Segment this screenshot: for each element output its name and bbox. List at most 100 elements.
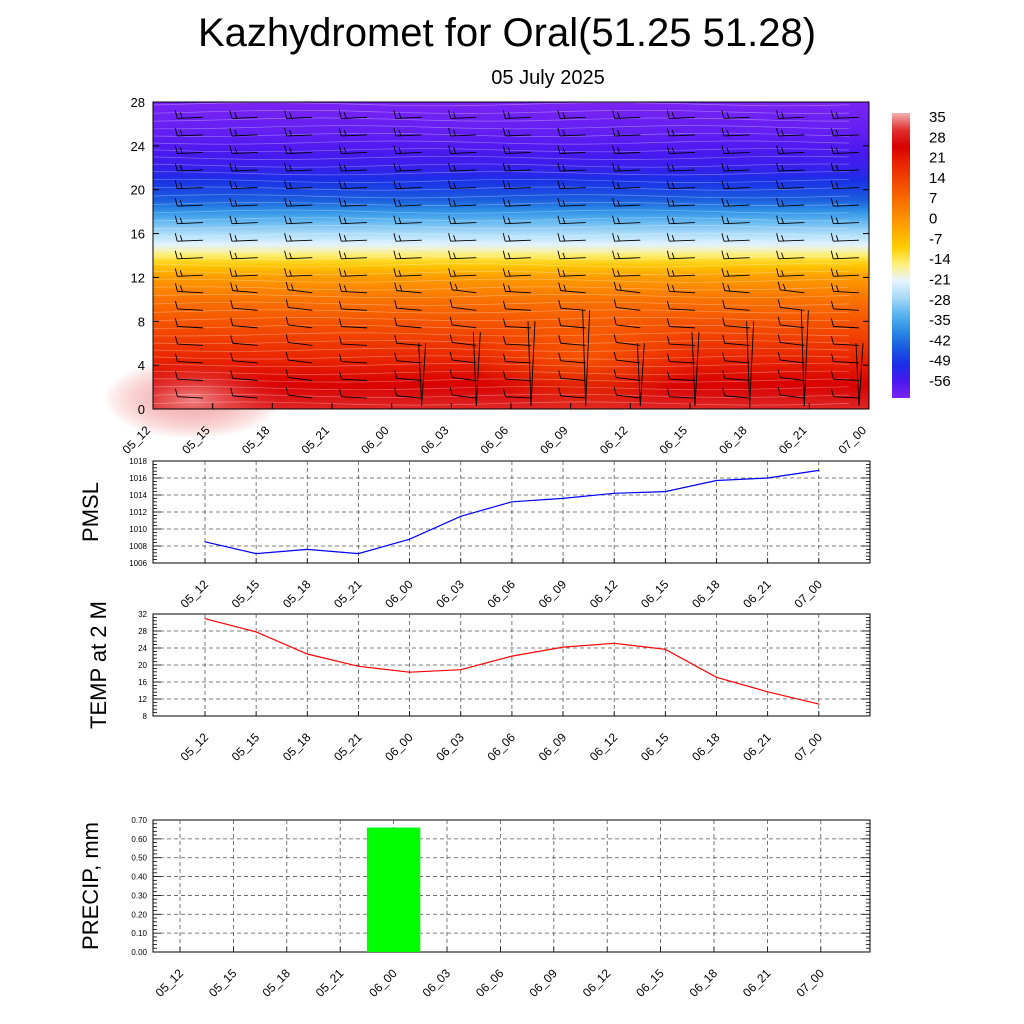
wind-barb-feather: [726, 235, 730, 242]
wind-barb: [396, 342, 422, 346]
wind-barb-feather: [179, 270, 183, 277]
wind-barb-feather: [393, 233, 397, 242]
wind-barb-feather: [502, 215, 506, 224]
x-tick-label: 06_21: [740, 577, 774, 611]
wind-barb-feather: [343, 200, 347, 207]
wind-barb-feather: [830, 353, 834, 362]
minor-ticks: [153, 460, 870, 564]
wind-barb-feather: [502, 250, 506, 259]
wind-barb-feather: [174, 300, 178, 310]
wind-barb-feather: [284, 180, 288, 189]
wind-barb: [669, 326, 696, 329]
wind-barb-feather: [174, 233, 178, 242]
wind-barb: [450, 187, 477, 190]
x-tick-label: 06_18: [689, 577, 723, 611]
wind-barb-feather: [558, 370, 562, 379]
y-tick-label: 24: [138, 644, 147, 653]
wind-barb-feather: [398, 200, 402, 207]
wind-barb-feather: [666, 268, 670, 277]
wind-barb-vertical: [475, 332, 481, 406]
wind-barb-feather: [562, 270, 566, 277]
colorbar-label: -49: [929, 353, 951, 370]
wind-barb: [396, 307, 422, 311]
y-tick-label: 1008: [129, 542, 147, 551]
wind-barb-feather: [776, 198, 780, 207]
wind-barb: [286, 134, 313, 137]
wind-barb: [450, 257, 477, 260]
wind-barb-feather: [830, 110, 834, 119]
wind-barb: [177, 396, 204, 399]
wind-barb: [395, 151, 422, 154]
x-tick-label: 07_00: [793, 966, 827, 1000]
wind-barb-feather: [448, 180, 452, 189]
wind-barb-vertical: [746, 321, 751, 406]
wind-barb: [395, 187, 422, 190]
wind-barb-vertical: [749, 321, 755, 406]
wind-barb-feather: [502, 127, 506, 137]
wind-barb-feather: [776, 233, 780, 242]
wind-barb: [724, 325, 750, 329]
wind-barb: [616, 324, 641, 329]
wind-barb-feather: [338, 127, 342, 137]
x-tick-label: 06_12: [587, 577, 621, 611]
wind-barb: [778, 116, 805, 119]
wind-barb-feather: [613, 387, 617, 396]
contour-line: [152, 209, 850, 214]
wind-barb: [232, 307, 258, 311]
wind-barb-feather: [394, 352, 398, 361]
data-point: [204, 541, 206, 543]
wind-barb-feather: [613, 369, 617, 378]
wind-barb-feather: [229, 268, 233, 277]
wind-barb-feather: [721, 268, 725, 277]
contour-line: [152, 301, 850, 306]
wind-barb-vertical: [639, 343, 645, 406]
wind-barb-feather: [453, 129, 457, 137]
data-point: [409, 538, 411, 540]
wind-barb-feather: [338, 268, 342, 277]
data-point: [562, 646, 564, 648]
wind-barb: [395, 204, 422, 207]
wind-barb-feather: [338, 371, 342, 380]
wind-barb-feather: [454, 283, 458, 290]
wind-barb-feather: [671, 164, 675, 172]
wind-barb-feather: [726, 252, 730, 259]
x-tick-label: 05_18: [259, 966, 293, 1000]
colorbar-label: -42: [929, 332, 951, 349]
wind-barb-feather: [671, 235, 675, 242]
wind-barb-feather: [453, 217, 457, 224]
wind-barb: [341, 396, 368, 399]
wind-barb: [780, 342, 805, 346]
y-tick-label: 24: [131, 139, 145, 154]
wind-barb: [833, 343, 860, 346]
wind-barb-feather: [558, 387, 562, 396]
wind-barb-feather: [830, 300, 834, 310]
wind-barb-feather: [507, 285, 511, 292]
wind-barb: [341, 326, 368, 329]
wind-barb: [452, 306, 477, 311]
colorbar-label: -56: [929, 373, 951, 390]
x-tick-label: 07_00: [791, 577, 825, 611]
wind-barb: [780, 306, 805, 311]
wind-barb-feather: [776, 127, 780, 137]
wind-barb-feather: [830, 283, 834, 292]
wind-barb-feather: [781, 164, 785, 172]
colorbar-label: -35: [929, 312, 951, 329]
wind-barb-feather: [617, 112, 621, 119]
wind-barb: [286, 151, 313, 154]
x-tick-label: 05_15: [229, 577, 263, 611]
x-tick-label: 06_15: [657, 423, 691, 457]
colorbar-label: 0: [929, 211, 937, 228]
wind-barb-feather: [338, 110, 342, 119]
wind-barb: [177, 257, 204, 260]
wind-barb-feather: [613, 334, 617, 343]
wind-barb-feather: [777, 281, 781, 290]
wind-barb-feather: [394, 387, 398, 396]
wind-barb-feather: [617, 200, 621, 207]
wind-barb-feather: [179, 217, 183, 224]
wind-barb-feather: [393, 250, 397, 259]
wind-barb-feather: [179, 182, 183, 189]
wind-barb-feather: [666, 318, 670, 327]
wind-barb-feather: [671, 217, 675, 224]
wind-barb: [286, 274, 313, 277]
x-tick-label: 06_15: [633, 966, 667, 1000]
